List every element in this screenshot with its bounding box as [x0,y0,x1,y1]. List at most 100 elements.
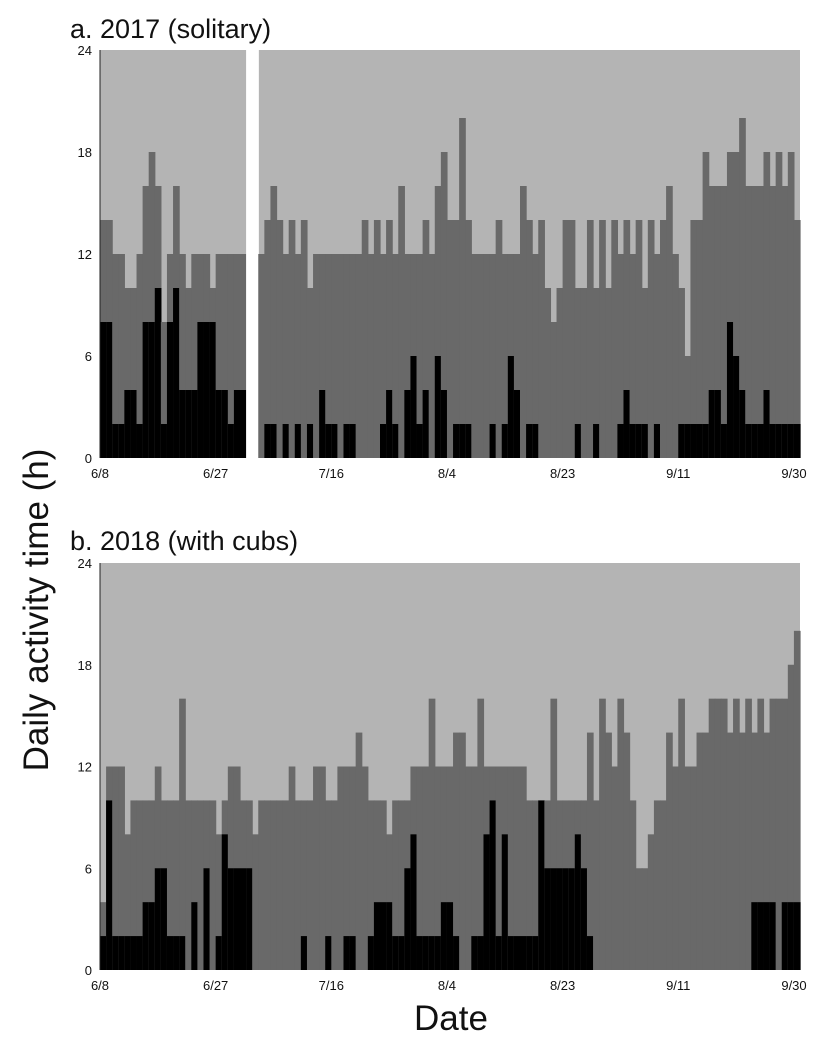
activity-bar [550,322,558,458]
activity-bar [733,152,740,458]
high-activity-bar [733,356,740,458]
high-activity-bar [739,390,746,458]
high-activity-bar [112,424,119,458]
activity-bar [434,766,442,970]
high-activity-bar [191,902,198,970]
x-tick-label: 9/11 [666,466,690,481]
y-tick-label: 24 [78,43,92,58]
activity-bar [714,698,722,970]
activity-bar [586,220,594,458]
x-tick-label: 8/4 [438,466,456,481]
high-activity-bar [106,800,113,970]
activity-bar [142,800,150,970]
high-activity-bar [489,800,497,970]
high-activity-bar [160,868,168,970]
high-activity-bar [270,424,278,458]
high-activity-bar [459,424,466,458]
activity-bar [404,254,412,458]
activity-bar [191,254,198,458]
activity-bar [751,186,758,458]
activity-bar [148,152,156,458]
activity-bar [386,834,393,970]
activity-bar [197,800,205,970]
activity-bar [209,800,217,970]
activity-bar [373,220,381,458]
high-activity-bar [294,424,302,458]
high-activity-bar [380,424,387,458]
high-activity-bar [118,424,125,458]
x-tick-label: 6/8 [91,978,109,993]
activity-bar [440,766,448,970]
activity-bar [501,254,509,458]
activity-bar [361,766,369,970]
high-activity-bar [428,936,436,970]
high-activity-bar [763,902,771,970]
x-tick-label: 8/23 [550,978,575,993]
activity-bar [471,766,478,970]
activity-bar [611,220,618,458]
activity-bar [465,220,472,458]
high-activity-bar [513,390,521,458]
high-activity-bar [118,936,125,970]
high-activity-bar [544,868,552,970]
activity-bar [757,186,765,458]
high-activity-bar [471,936,478,970]
activity-bar [562,220,570,458]
activity-bar [130,800,138,970]
high-activity-bar [191,390,198,458]
high-activity-bar [215,390,223,458]
high-activity-bar [240,868,247,970]
high-activity-bar [574,834,582,970]
activity-bar [477,254,485,458]
activity-bar [702,732,710,970]
panel-a-x-ticks: 6/8 6/27 7/16 8/4 8/23 9/11 9/30 [91,466,807,481]
activity-bar [349,254,357,458]
high-activity-bar [641,424,649,458]
high-activity-bar [696,424,704,458]
activity-bar [416,766,424,970]
activity-bar [136,800,144,970]
y-tick-label: 0 [85,963,92,978]
activity-bar [763,732,771,970]
high-activity-bar [580,868,588,970]
high-activity-bar [173,936,180,970]
activity-bar [623,732,631,970]
high-activity-bar [130,936,138,970]
activity-bar [672,766,679,970]
high-activity-bar [246,868,253,970]
high-activity-bar [142,902,150,970]
high-activity-bar [179,936,186,970]
high-activity-bar [404,868,412,970]
high-activity-bar [440,390,448,458]
activity-bar [745,186,752,458]
activity-bar [258,254,265,458]
high-activity-bar [586,936,594,970]
activity-bar [179,254,186,458]
high-activity-bar [526,424,533,458]
activity-bar [313,766,320,970]
high-activity-bar [100,322,107,458]
high-activity-bar [386,902,393,970]
activity-bar [593,288,600,458]
high-activity-bar [416,936,424,970]
activity-bar [392,800,399,970]
high-activity-bar [148,322,156,458]
activity-bar [720,186,728,458]
activity-bar [319,766,326,970]
activity-bar [520,766,527,970]
activity-bar [574,288,582,458]
activity-bar [751,732,758,970]
activity-bar [526,220,533,458]
activity-bar [714,186,722,458]
high-activity-bar [325,936,332,970]
activity-bar [489,254,497,458]
activity-bar [459,732,466,970]
activity-bar [532,800,539,970]
high-activity-bar [501,424,509,458]
activity-bar [446,766,454,970]
panel-a-title: a. 2017 (solitary) [70,14,271,44]
activity-bar [325,254,332,458]
y-tick-label: 18 [78,658,92,673]
activity-bar [398,186,405,458]
activity-bar [325,800,332,970]
